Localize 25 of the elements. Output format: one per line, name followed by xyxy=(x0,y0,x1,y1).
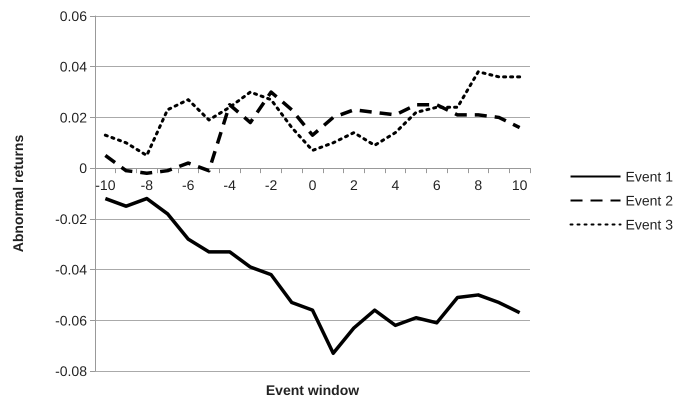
y-tick-label: -0.02 xyxy=(55,210,88,227)
y-tick-label: 0.06 xyxy=(60,8,88,24)
x-tick-label: 2 xyxy=(350,177,358,194)
y-tick-label: -0.08 xyxy=(55,363,88,379)
legend-label: Event 1 xyxy=(626,168,674,184)
y-tick-label: 0 xyxy=(79,160,88,176)
legend-label: Event 3 xyxy=(626,216,674,232)
line-series xyxy=(104,196,522,355)
x-tick-label: 4 xyxy=(391,177,400,194)
x-tick-label: -10 xyxy=(95,177,116,194)
y-tick-label: -0.04 xyxy=(55,262,88,278)
x-tick-label: 6 xyxy=(432,177,441,194)
y-tick-label: 0.04 xyxy=(60,58,88,75)
x-tick-label: -8 xyxy=(140,177,154,194)
x-tick-label: 0 xyxy=(308,177,317,194)
y-tick-label: 0.02 xyxy=(60,109,88,126)
x-axis-title: Event window xyxy=(266,382,360,398)
x-tick-label: 10 xyxy=(512,177,528,194)
y-axis-title: Abnormal returns xyxy=(10,134,26,252)
x-tick-label: -4 xyxy=(223,177,236,194)
y-tick-label: -0.06 xyxy=(55,312,88,328)
x-tick-label: -6 xyxy=(182,177,195,194)
x-tick-label: -2 xyxy=(264,177,278,194)
x-tick-label: 8 xyxy=(474,177,482,194)
legend-label: Event 2 xyxy=(626,192,674,208)
